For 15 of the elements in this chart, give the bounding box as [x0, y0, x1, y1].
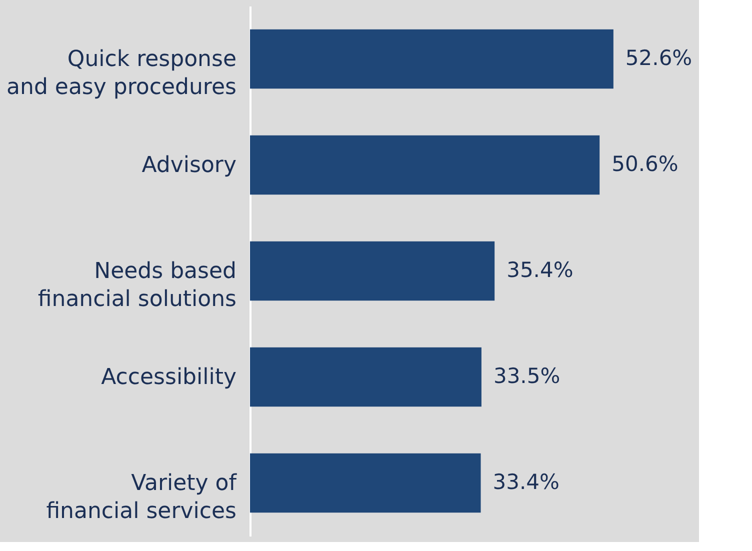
data-label: 33.5% [493, 364, 560, 388]
y-tick-label: Quick response and easy procedures [6, 47, 236, 100]
bar [250, 347, 482, 407]
bar [250, 135, 600, 195]
data-label: 35.4% [506, 258, 574, 282]
y-tick-label: Advisory [142, 153, 236, 178]
bar [250, 241, 495, 301]
y-tick-label: Accessibility [101, 365, 236, 390]
bar [250, 29, 614, 89]
data-label: 33.4% [492, 470, 560, 494]
bar [250, 453, 481, 513]
data-label: 50.6% [612, 152, 678, 176]
data-label: 52.6% [625, 46, 692, 70]
y-tick-label: Needs based financial solutions [38, 259, 236, 312]
y-tick-label: Variety of financial services [46, 471, 238, 524]
